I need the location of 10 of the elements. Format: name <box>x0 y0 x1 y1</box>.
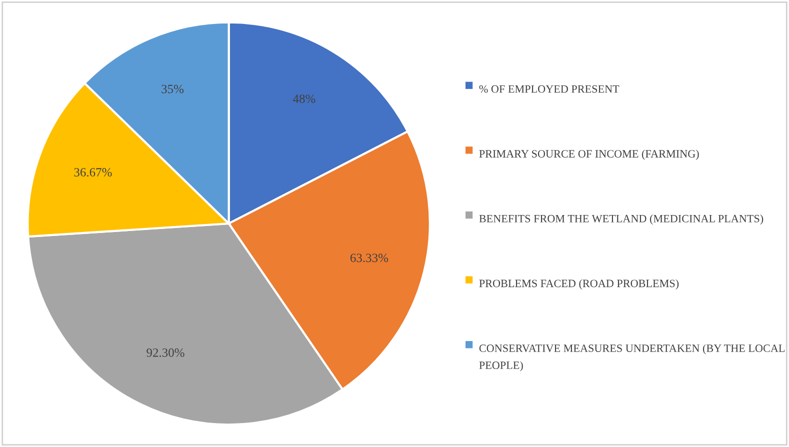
data-label: 36.67% <box>74 168 112 177</box>
data-label: 92.30% <box>146 348 184 357</box>
legend-label: BENEFITS FROM THE WETLAND (MEDICINAL PLANTS) <box>479 214 764 225</box>
legend-label: % OF EMPLOYED PRESENT <box>479 85 620 93</box>
legend-label: CONSERVATIVE MEASURES UNDERTAKEN (BY THE LOCAL PEOPLE) <box>479 344 785 372</box>
legend-label: PRIMARY SOURCE OF INCOME (FARMING) <box>479 150 699 160</box>
data-label: 63.33% <box>350 254 388 262</box>
legend-label: PROBLEMS FACED (ROAD PROBLEMS) <box>479 279 679 290</box>
data-label: 48% <box>293 94 316 104</box>
data-label: 35% <box>162 84 184 94</box>
